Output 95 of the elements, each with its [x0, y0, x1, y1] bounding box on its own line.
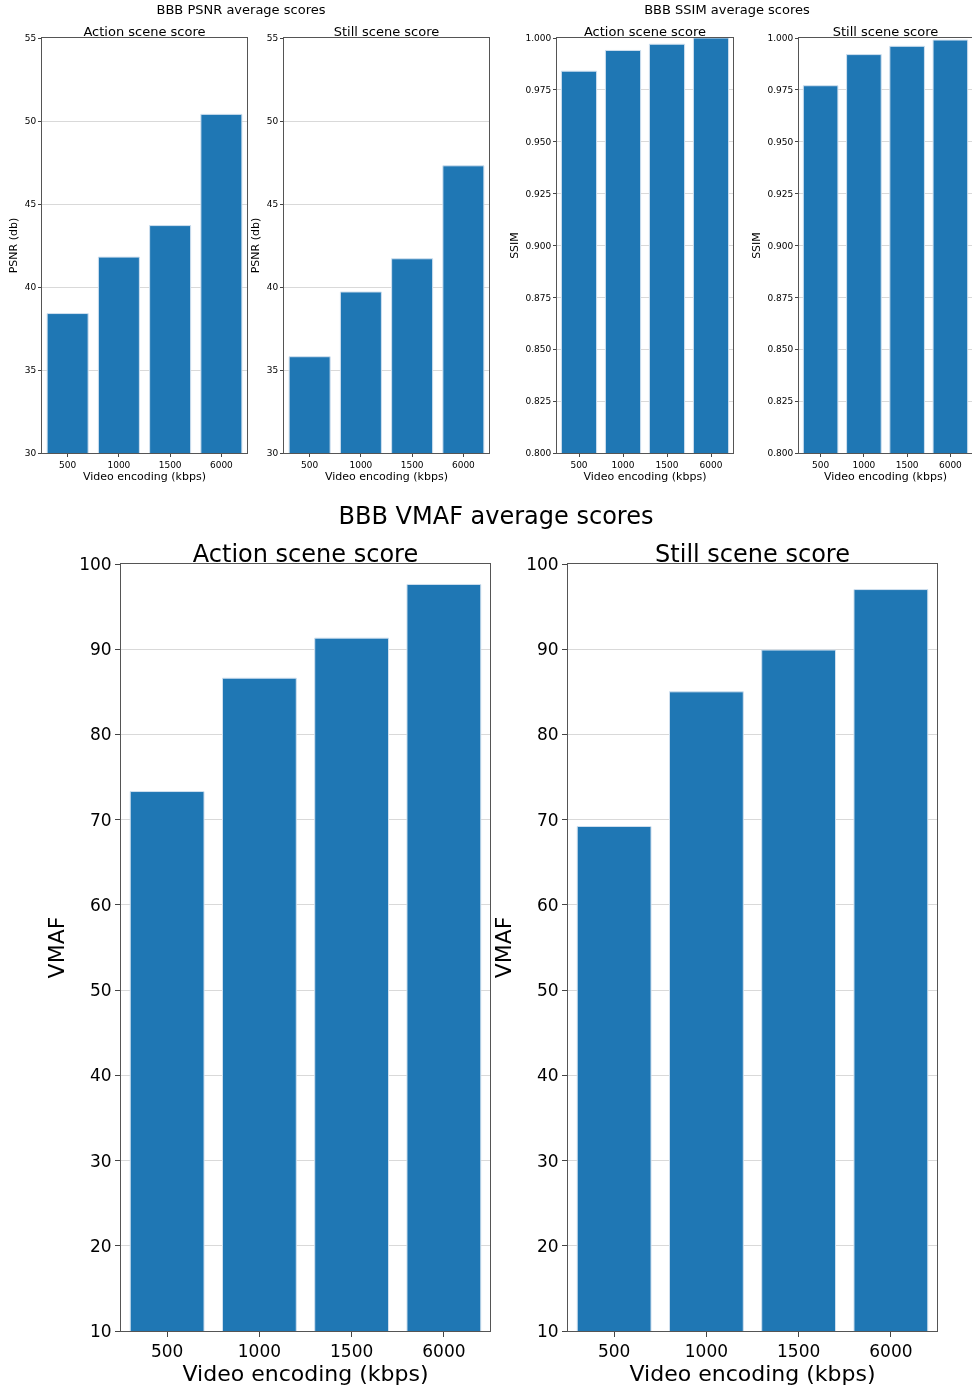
- chart-title: BBB PSNR average scores: [155, 2, 327, 17]
- y-tick-label: 0.950: [525, 136, 552, 147]
- y-tick-label: 40: [24, 282, 37, 293]
- y-tick-label: 80: [536, 724, 559, 745]
- x-tick-label: 1000: [611, 459, 635, 470]
- x-tick-label: 500: [301, 459, 319, 470]
- y-tick-label: 0.925: [525, 188, 552, 199]
- y-axis-title: SSIM: [508, 232, 522, 259]
- y-tick-label: 55: [266, 33, 279, 44]
- y-tick-label: 50: [266, 116, 279, 127]
- x-axis-title: Video encoding (kbps): [182, 1361, 429, 1386]
- x-tick-label: 1500: [655, 459, 679, 470]
- y-tick-label: 30: [89, 1150, 112, 1171]
- x-axis-title: Video encoding (kbps): [583, 469, 707, 483]
- y-tick-label: 45: [266, 199, 279, 210]
- y-tick-label: 80: [89, 724, 112, 745]
- y-tick-label: 0.850: [525, 344, 552, 355]
- x-tick-label: 1000: [852, 459, 876, 470]
- y-axis-title: VMAF: [43, 916, 69, 979]
- chart-subtitle: Action scene score: [583, 24, 707, 39]
- y-tick-label: 35: [266, 365, 279, 376]
- x-tick-label: 1500: [777, 1341, 821, 1362]
- x-tick-label: 1000: [237, 1341, 282, 1362]
- y-tick-label: 45: [24, 199, 37, 210]
- x-tick-label: 6000: [209, 459, 234, 470]
- y-tick-label: 0.825: [767, 396, 794, 407]
- y-tick-label: 0.900: [767, 240, 794, 251]
- y-tick-label: 1.000: [525, 33, 552, 44]
- x-tick-label: 500: [570, 459, 588, 470]
- x-tick-label: 1500: [330, 1341, 374, 1362]
- y-tick-label: 55: [24, 33, 37, 44]
- y-tick-label: 0.800: [767, 448, 794, 459]
- y-tick-label: 35: [24, 365, 37, 376]
- y-tick-label: 0.900: [525, 240, 552, 251]
- y-tick-label: 30: [266, 448, 279, 459]
- x-tick-label: 6000: [422, 1341, 466, 1362]
- y-tick-label: 50: [24, 116, 37, 127]
- y-tick-label: 0.925: [767, 188, 794, 199]
- y-tick-label: 100: [79, 553, 112, 574]
- x-tick-label: 1000: [684, 1341, 729, 1362]
- y-tick-label: 0.950: [767, 136, 794, 147]
- x-axis-title: Video encoding (kbps): [325, 469, 448, 483]
- x-tick-label: 6000: [938, 459, 963, 470]
- y-tick-label: 10: [89, 1320, 112, 1341]
- y-tick-label: 70: [536, 809, 559, 830]
- y-tick-label: 70: [89, 809, 112, 830]
- y-tick-label: 90: [89, 639, 112, 660]
- x-tick-label: 6000: [869, 1341, 913, 1362]
- x-axis-title: Video encoding (kbps): [824, 469, 947, 483]
- y-tick-label: 0.975: [767, 85, 794, 96]
- y-tick-label: 0.875: [767, 292, 794, 303]
- chart-subtitle: Action scene score: [83, 24, 206, 39]
- x-tick-label: 1000: [107, 459, 131, 470]
- y-tick-label: 20: [536, 1235, 559, 1256]
- y-tick-label: 10: [536, 1320, 559, 1341]
- y-tick-label: 0.800: [525, 448, 552, 459]
- y-tick-label: 0.875: [525, 292, 552, 303]
- y-axis-title: SSIM: [750, 232, 764, 259]
- y-tick-label: 60: [89, 894, 112, 915]
- x-tick-label: 1500: [895, 459, 919, 470]
- y-tick-label: 0.825: [525, 396, 552, 407]
- chart-subtitle: Still scene score: [333, 24, 440, 39]
- x-tick-label: 6000: [451, 459, 476, 470]
- chart-subtitle: Still scene score: [832, 24, 939, 39]
- y-tick-label: 30: [24, 448, 37, 459]
- chart-title: BBB SSIM average scores: [643, 2, 811, 17]
- y-tick-label: 20: [89, 1235, 112, 1256]
- x-tick-label: 500: [812, 459, 830, 470]
- y-tick-label: 0.850: [767, 344, 794, 355]
- chart-subtitle: Still scene score: [655, 540, 850, 568]
- x-tick-label: 6000: [699, 459, 723, 470]
- y-tick-label: 40: [266, 282, 279, 293]
- y-tick-label: 0.975: [525, 85, 552, 96]
- y-tick-label: 90: [536, 639, 559, 660]
- y-tick-label: 1.000: [767, 33, 794, 44]
- y-axis-title: PSNR (db): [249, 217, 263, 274]
- chart-title: BBB VMAF average scores: [337, 502, 655, 530]
- x-tick-label: 1000: [349, 459, 373, 470]
- x-axis-title: Video encoding (kbps): [629, 1361, 876, 1386]
- y-tick-label: 60: [536, 894, 559, 915]
- x-axis-title: Video encoding (kbps): [83, 469, 206, 483]
- y-tick-label: 30: [536, 1150, 559, 1171]
- x-tick-label: 1500: [158, 459, 182, 470]
- x-tick-label: 500: [59, 459, 77, 470]
- x-tick-label: 1500: [400, 459, 424, 470]
- y-tick-label: 50: [536, 980, 559, 1001]
- x-tick-label: 500: [150, 1341, 184, 1362]
- y-tick-label: 50: [89, 980, 112, 1001]
- chart-subtitle: Action scene score: [192, 540, 419, 568]
- y-axis-title: VMAF: [490, 916, 516, 979]
- y-tick-label: 40: [89, 1065, 112, 1086]
- y-tick-label: 100: [526, 553, 559, 574]
- y-tick-label: 40: [536, 1065, 559, 1086]
- x-tick-label: 500: [597, 1341, 631, 1362]
- y-axis-title: PSNR (db): [7, 217, 21, 274]
